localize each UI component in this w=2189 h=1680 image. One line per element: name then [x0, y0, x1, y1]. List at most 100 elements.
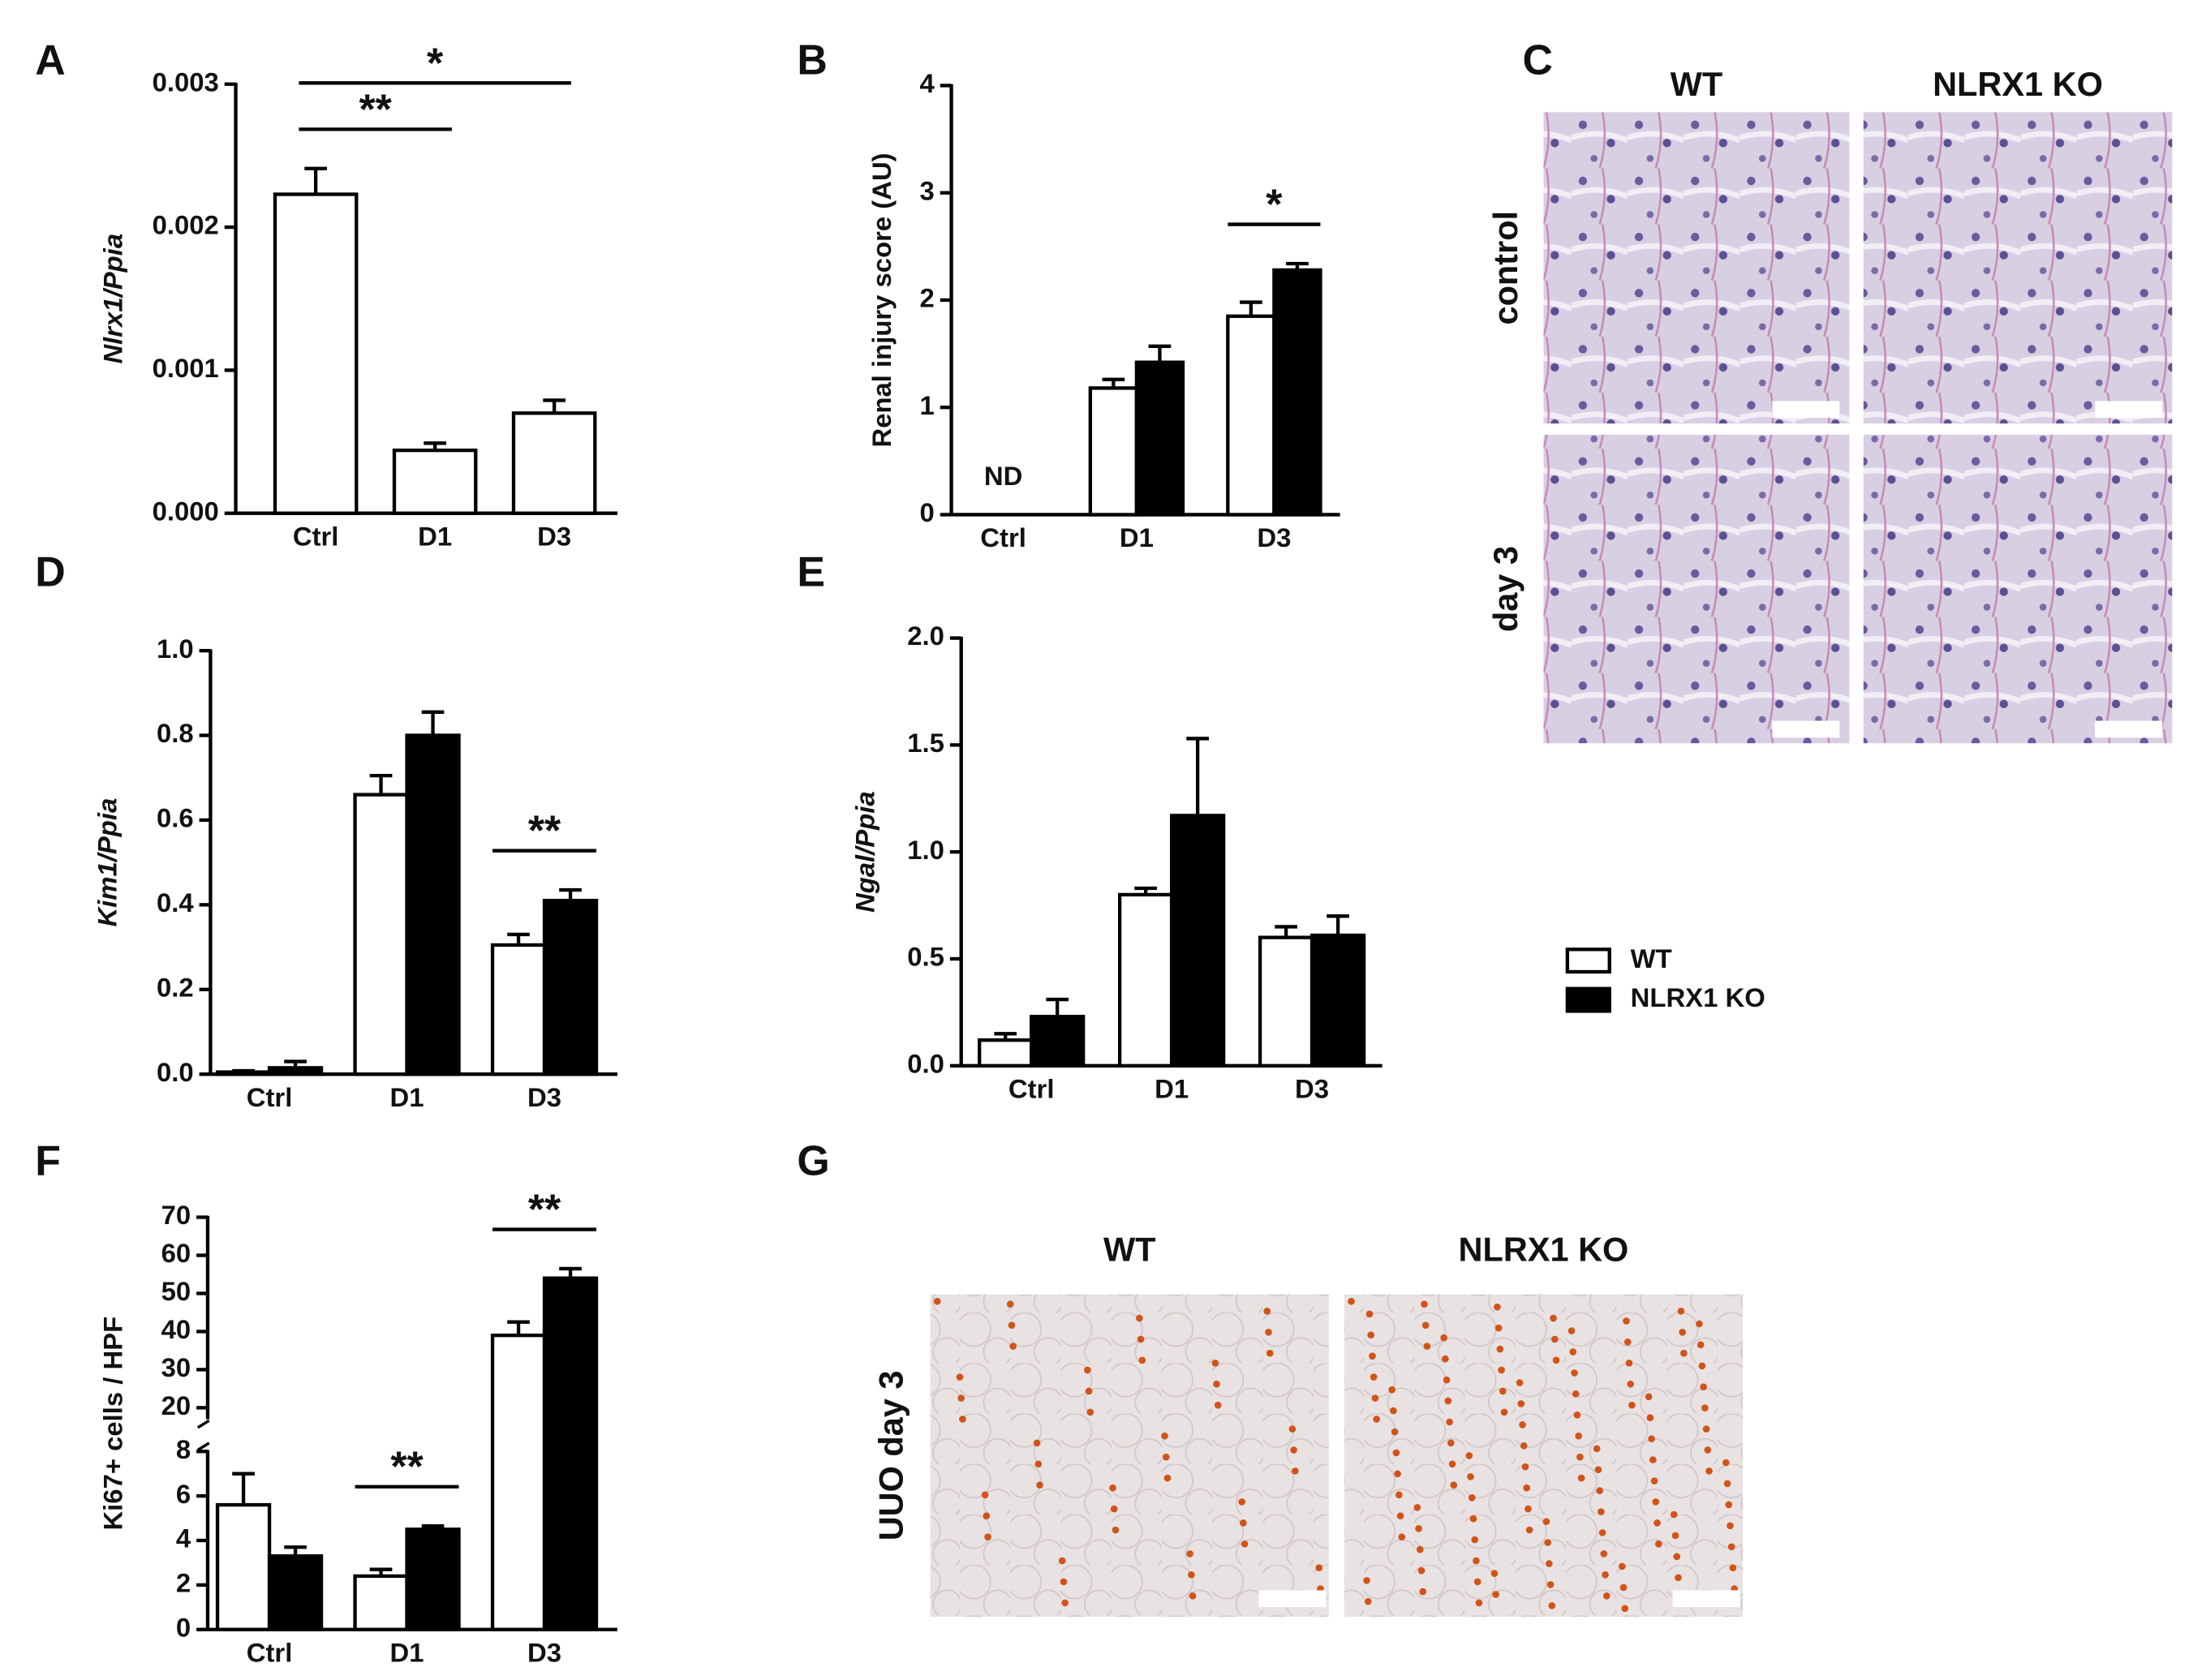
stained-nucleus: [1473, 1557, 1480, 1565]
stained-nucleus: [1677, 1308, 1685, 1315]
stained-nucleus: [1465, 1452, 1473, 1459]
bar: [978, 1038, 1034, 1068]
stained-nucleus: [1266, 1349, 1274, 1357]
stained-nucleus: [1109, 1484, 1116, 1492]
column-label: WT: [1671, 65, 1723, 103]
stained-nucleus: [1392, 1449, 1400, 1457]
bar: [1258, 935, 1314, 1068]
stained-nucleus: [1391, 1428, 1399, 1436]
stained-nucleus: [1525, 1505, 1532, 1513]
x-tick-label: D3: [1257, 522, 1291, 552]
stained-nucleus: [1214, 1401, 1222, 1409]
y-tick-label: 60: [161, 1238, 191, 1268]
bar: [405, 733, 461, 1076]
stained-nucleus: [1416, 1545, 1424, 1553]
stained-nucleus: [1058, 1557, 1066, 1565]
stained-nucleus: [1469, 1515, 1477, 1523]
y-tick-label: 20: [161, 1390, 191, 1420]
stained-nucleus: [1265, 1328, 1272, 1336]
stained-nucleus: [1490, 1570, 1499, 1577]
stained-nucleus: [1552, 1356, 1560, 1364]
stained-nucleus: [957, 1394, 965, 1402]
y-axis-label: Kim1/Ppia: [92, 798, 123, 927]
stained-nucleus: [1188, 1571, 1195, 1579]
y-tick-label: 0.0: [907, 1048, 944, 1078]
stained-nucleus: [1189, 1592, 1197, 1600]
legend-swatch: [1565, 947, 1611, 974]
y-tick-label: 2.0: [907, 621, 944, 651]
stained-nucleus: [1673, 1553, 1681, 1561]
stained-nucleus: [1697, 1341, 1705, 1349]
y-tick-label: 70: [161, 1200, 191, 1230]
stained-nucleus: [1516, 1379, 1524, 1386]
x-tick-label: D3: [527, 1082, 561, 1112]
legend-label: NLRX1 KO: [1631, 982, 1765, 1012]
stained-nucleus: [1033, 1439, 1041, 1447]
micrograph: [1344, 1294, 1744, 1618]
stained-nucleus: [1499, 1387, 1507, 1395]
stained-nucleus: [1645, 1393, 1653, 1401]
stained-nucleus: [1213, 1380, 1220, 1388]
scale-bar: [2095, 401, 2163, 419]
y-tick-label: 50: [161, 1276, 191, 1306]
stained-nucleus: [1646, 1414, 1654, 1422]
x-tick-label: D3: [537, 522, 571, 552]
bar: [511, 411, 597, 515]
stained-nucleus: [1650, 1477, 1658, 1485]
stained-nucleus: [1520, 1442, 1528, 1450]
stained-nucleus: [1627, 1380, 1634, 1388]
stained-nucleus: [1593, 1445, 1601, 1453]
y-tick-label: 8: [176, 1434, 191, 1464]
bar: [1310, 933, 1366, 1068]
stained-nucleus: [1444, 1397, 1452, 1405]
error-bar: [421, 1523, 445, 1530]
error-bar: [424, 441, 446, 451]
micrograph: [1863, 112, 2173, 424]
y-tick-label: 4: [920, 68, 935, 98]
stained-nucleus: [1525, 1526, 1533, 1534]
stained-nucleus: [1238, 1498, 1245, 1506]
stained-nucleus: [1442, 1355, 1449, 1363]
significance-label: **: [359, 85, 392, 132]
stained-nucleus: [1623, 1338, 1632, 1346]
stained-nucleus: [1291, 1467, 1299, 1475]
x-tick-label: Ctrl: [293, 522, 339, 552]
y-tick-label: 40: [161, 1314, 191, 1344]
bar: [1272, 268, 1322, 517]
y-tick-label: 0.4: [157, 887, 194, 917]
scale-bar: [1772, 401, 1840, 419]
stained-nucleus: [1680, 1349, 1688, 1357]
y-tick-label: 0.5: [907, 942, 944, 972]
scale-bar: [1258, 1590, 1327, 1608]
stained-nucleus: [1448, 1460, 1456, 1468]
stained-nucleus: [1550, 1314, 1557, 1322]
stained-nucleus: [1701, 1404, 1709, 1411]
stained-nucleus: [1494, 1303, 1501, 1311]
error-bar: [1286, 261, 1309, 270]
stained-nucleus: [1576, 1453, 1584, 1461]
y-tick-label: 0.003: [153, 67, 219, 97]
y-tick-label: 30: [161, 1352, 191, 1382]
y-tick-label: 0.8: [157, 718, 194, 748]
stained-nucleus: [1138, 1356, 1146, 1364]
error-bar: [304, 166, 327, 195]
stained-nucleus: [1394, 1470, 1401, 1478]
bar: [392, 448, 478, 515]
stained-nucleus: [1523, 1484, 1531, 1492]
stained-nucleus: [1471, 1536, 1479, 1544]
y-tick-label: 0.2: [157, 972, 194, 1002]
y-tick-label: 0: [176, 1612, 191, 1642]
stained-nucleus: [1036, 1481, 1043, 1489]
stained-nucleus: [1568, 1327, 1576, 1334]
bar: [1226, 314, 1276, 517]
y-axis-label: Ngal/Ppia: [849, 791, 879, 913]
micrograph: [1543, 434, 1850, 744]
panel-letter: C: [1522, 37, 1552, 84]
bar: [405, 1527, 461, 1631]
stained-nucleus: [1598, 1529, 1606, 1536]
stained-nucleus: [1619, 1583, 1628, 1592]
stained-nucleus: [1396, 1512, 1404, 1520]
stained-nucleus: [1654, 1540, 1662, 1548]
panel-letter: A: [35, 37, 65, 84]
